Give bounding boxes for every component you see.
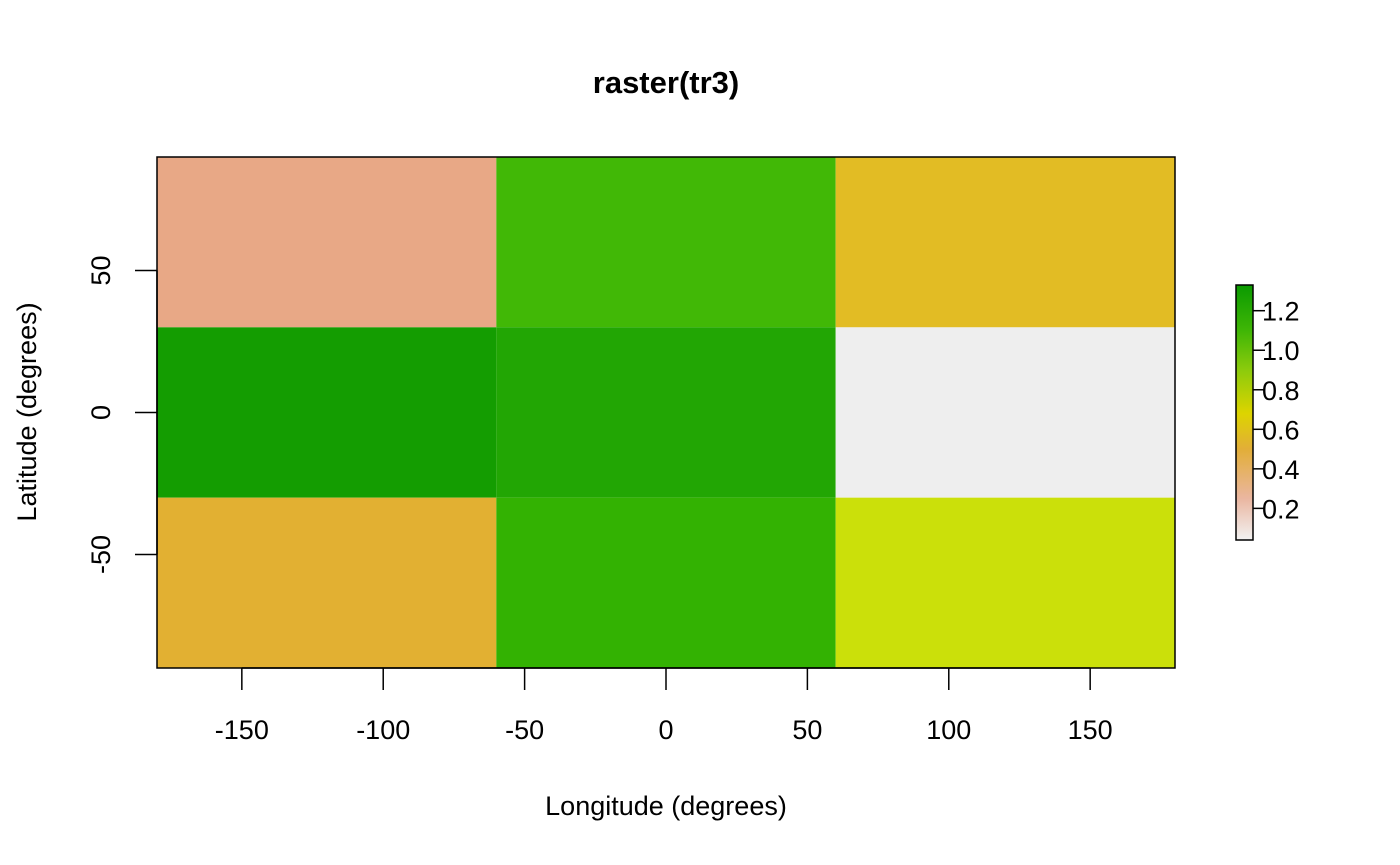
raster-cell-2 [835, 157, 1175, 328]
raster-cell-6 [157, 497, 497, 668]
legend-tick-label: 0.6 [1262, 415, 1300, 445]
raster-cell-3 [157, 327, 497, 498]
raster-cell-1 [496, 157, 836, 328]
raster-cell-8 [835, 497, 1175, 668]
x-tick-label: -100 [356, 715, 410, 745]
raster-cell-4 [496, 327, 836, 498]
x-tick-label: 100 [926, 715, 971, 745]
raster-cell-0 [157, 157, 497, 328]
x-axis: -150 -100 -50 0 50 100 150 [215, 667, 1113, 745]
y-tick-label: 50 [86, 256, 116, 286]
x-axis-label: Longitude (degrees) [545, 791, 787, 821]
y-tick-label: 0 [86, 405, 116, 420]
x-tick-label: 0 [658, 715, 673, 745]
legend-tick-label: 1.0 [1262, 336, 1300, 366]
y-axis-label: Latitude (degrees) [12, 302, 42, 521]
x-tick-label: -50 [505, 715, 544, 745]
color-legend: 0.2 0.4 0.6 0.8 1.0 1.2 [1235, 284, 1300, 541]
x-tick-label: 150 [1068, 715, 1113, 745]
raster-cells [157, 157, 1175, 668]
legend-tick-label: 1.2 [1262, 297, 1300, 327]
legend-tick-label: 0.4 [1262, 455, 1300, 485]
legend-colorbar [1235, 284, 1254, 541]
legend-tick-label: 0.2 [1262, 494, 1300, 524]
raster-cell-5 [835, 327, 1175, 498]
x-tick-label: -150 [215, 715, 269, 745]
y-tick-label: -50 [86, 535, 116, 574]
y-axis: -50 0 50 [86, 256, 158, 574]
legend-tick-label: 0.8 [1262, 376, 1300, 406]
raster-cell-7 [496, 497, 836, 668]
x-tick-label: 50 [792, 715, 822, 745]
legend-ticks: 0.2 0.4 0.6 0.8 1.0 1.2 [1253, 297, 1300, 524]
chart-title: raster(tr3) [593, 65, 739, 100]
